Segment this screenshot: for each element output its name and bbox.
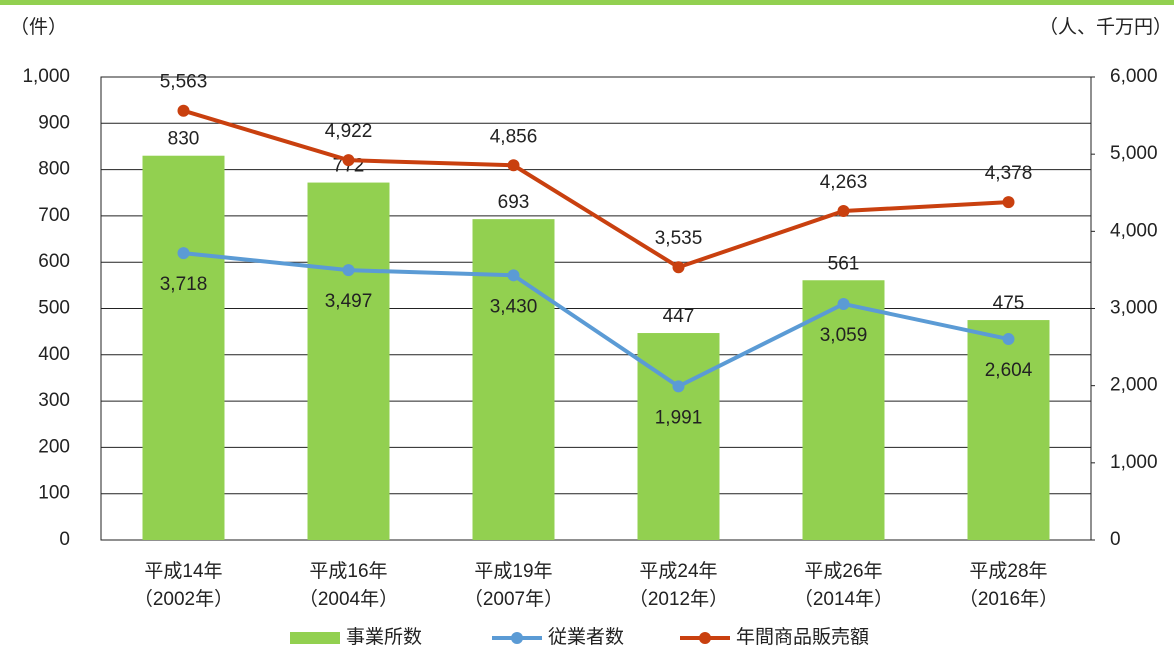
x-tick-label: 平成19年 (474, 560, 552, 582)
y-tick-label: 400 (38, 344, 70, 365)
x-tick-label: （2012年） (629, 588, 728, 610)
line-point (837, 297, 850, 310)
legend-swatch (290, 632, 340, 644)
line-point (342, 154, 355, 167)
y-tick-label: 200 (38, 436, 70, 457)
line-value-label: 3,718 (160, 274, 208, 295)
bar (802, 280, 885, 540)
line-value-label: 5,563 (160, 72, 208, 93)
y-tick-label: 600 (38, 251, 70, 272)
bar (472, 219, 555, 541)
line (182, 108, 1009, 270)
plot-frame (100, 76, 1092, 541)
line-point (177, 104, 190, 117)
y-tick-label: 900 (38, 112, 70, 133)
legend-label: 事業所数 (346, 626, 422, 648)
y2-tick-label: 3,000 (1110, 298, 1158, 319)
y2-tick-label: 1,000 (1110, 452, 1158, 473)
line-point (507, 159, 520, 172)
line-point (342, 264, 355, 277)
line-value-label: 4,263 (820, 172, 868, 193)
line-value-label: 3,059 (820, 325, 868, 346)
line-point (507, 269, 520, 282)
legend-label: 年間商品販売額 (736, 626, 869, 648)
x-tick-label: （2002年） (134, 588, 233, 610)
x-tick-label: （2007年） (464, 588, 563, 610)
bar-value-label: 561 (828, 253, 860, 274)
line-point (672, 261, 685, 274)
line-value-label: 3,430 (490, 296, 538, 317)
bar-value-label: 830 (168, 129, 200, 150)
x-tick-label: （2016年） (959, 588, 1058, 610)
line-value-label: 4,378 (985, 163, 1033, 184)
y-tick-label: 500 (38, 298, 70, 319)
legend-label: 従業者数 (548, 626, 624, 648)
x-tick-label: 平成28年 (969, 560, 1047, 582)
y-tick-label: 300 (38, 390, 70, 411)
top-stripe (0, 0, 1174, 5)
x-tick-label: （2014年） (794, 588, 893, 610)
bar-value-label: 475 (993, 293, 1025, 314)
x-tick-label: 平成26年 (804, 560, 882, 582)
y2-tick-label: 6,000 (1110, 66, 1158, 87)
line-point (1002, 333, 1015, 346)
x-tick-label: 平成14年 (144, 560, 222, 582)
line-point (672, 380, 685, 393)
line-value-label: 3,535 (655, 228, 703, 249)
y2-tick-label: 5,000 (1110, 143, 1158, 164)
y2-tick-label: 0 (1110, 529, 1121, 550)
legend-marker (699, 632, 711, 644)
y-tick-label: 1,000 (22, 66, 70, 87)
bar (142, 155, 225, 540)
y2-tick-label: 4,000 (1110, 220, 1158, 241)
y-tick-label: 700 (38, 205, 70, 226)
line-point (837, 205, 850, 218)
x-tick-label: 平成16年 (309, 560, 387, 582)
bar (967, 320, 1050, 540)
bar (637, 333, 720, 540)
bar (307, 182, 390, 540)
y2-axis-unit: （人、千万円） (1039, 16, 1172, 38)
y-tick-label: 800 (38, 159, 70, 180)
y-axis-unit: （件） (10, 16, 67, 38)
line-point (177, 247, 190, 260)
x-tick-label: （2004年） (299, 588, 398, 610)
legend-marker (511, 632, 523, 644)
line-value-label: 2,604 (985, 360, 1033, 381)
bar-value-label: 447 (663, 306, 695, 327)
line-value-label: 1,991 (655, 407, 703, 428)
y-tick-label: 0 (59, 529, 70, 550)
line-value-label: 3,497 (325, 291, 373, 312)
line (183, 251, 1009, 389)
bar-value-label: 693 (498, 192, 530, 213)
line-point (1002, 196, 1015, 209)
line-value-label: 4,856 (490, 126, 538, 147)
y-tick-label: 100 (38, 483, 70, 504)
y2-tick-label: 2,000 (1110, 375, 1158, 396)
x-tick-label: 平成24年 (639, 560, 717, 582)
line-value-label: 4,922 (325, 121, 373, 142)
